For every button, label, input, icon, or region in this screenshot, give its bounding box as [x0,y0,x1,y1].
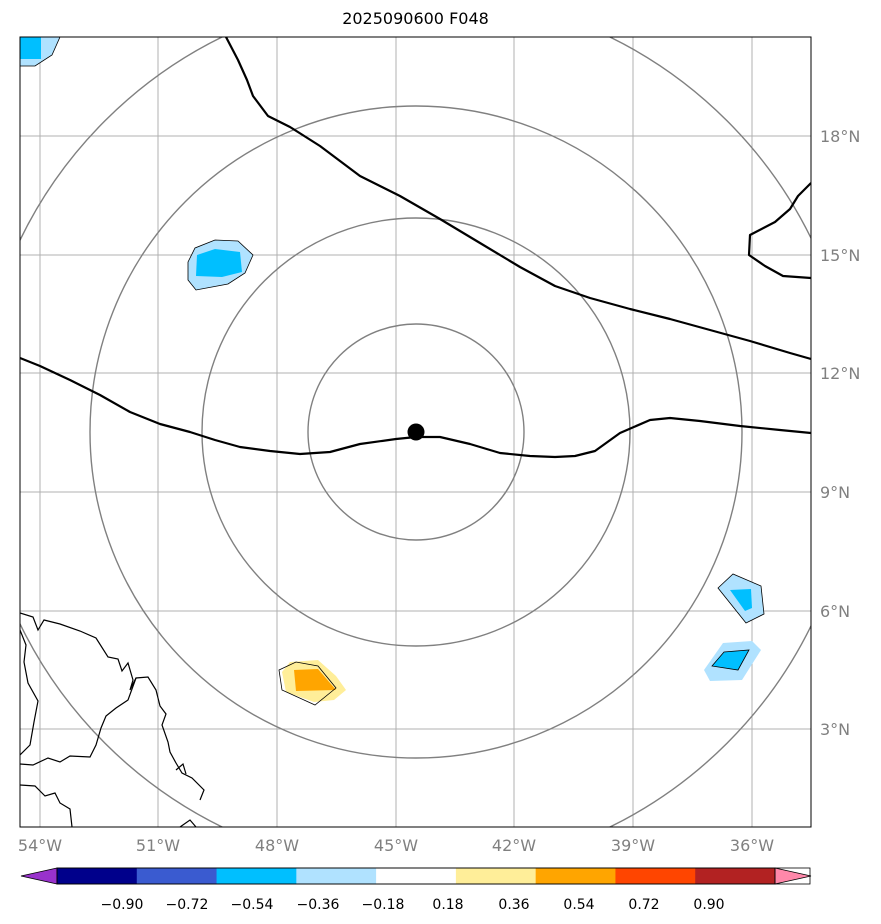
lat-label: 3°N [820,720,850,739]
colorbar-cell [535,868,616,884]
range-ring-1 [307,323,525,541]
lon-label: 36°W [730,836,774,855]
contour-line-northern [225,37,811,361]
colorbar-tick-label: 0.72 [628,897,659,913]
colorbar-tick-label: −0.54 [231,897,274,913]
colorbar-extend-high [774,867,812,885]
map-title: 2025090600 F048 [342,9,489,28]
colorbar-tick-label: −0.90 [101,897,144,913]
contour-line-east [747,182,811,280]
colorbar-tick-label: 0.90 [693,897,724,913]
lon-label: 45°W [374,836,418,855]
colorbar-cell [615,868,696,884]
anomaly-patch-corner [20,37,61,67]
colorbar-cell [296,868,377,884]
map-gridlines [20,37,811,827]
colorbar-cell [136,868,218,884]
colorbar-cell [216,868,297,884]
colorbar-tick-label: 0.18 [432,897,463,913]
range-ring-3 [89,105,743,759]
lon-label: 48°W [255,836,299,855]
lat-label: 15°N [820,246,860,265]
colorbar-tick-label: 0.36 [498,897,529,913]
colorbar-cell [455,868,537,884]
anomaly-patch-east-lower [704,641,761,681]
colorbar-cells [20,867,812,885]
anomaly-patch-south [278,660,346,706]
lon-label: 54°W [18,836,62,855]
lat-label: 6°N [820,602,850,621]
lon-label: 39°W [611,836,655,855]
map-frame [19,36,812,828]
colorbar-tick-label: −0.36 [297,897,340,913]
lon-label: 42°W [492,836,536,855]
colorbar-extend-low [20,867,58,885]
colorbar-cell [695,868,776,884]
colorbar-tick-labels: −0.90 −0.72 −0.54 −0.36 −0.18 0.18 0.36 … [101,897,725,913]
lon-label: 51°W [136,836,180,855]
lat-label: 9°N [820,483,850,502]
latitude-labels: 18°N 15°N 12°N 9°N 6°N 3°N [820,127,860,739]
anomaly-patch-north-west [187,239,254,291]
range-rings [20,37,811,827]
range-ring-2 [201,217,631,647]
colorbar-cell [57,868,138,884]
colorbar-tick-label: 0.54 [563,897,594,913]
colorbar-tick-label: −0.18 [362,897,405,913]
colorbar: −0.90 −0.72 −0.54 −0.36 −0.18 0.18 0.36 … [20,867,812,913]
storm-center-marker [407,423,425,441]
lat-label: 12°N [820,364,860,383]
coastline [20,612,205,827]
colorbar-cell [376,868,457,884]
longitude-labels: 54°W 51°W 48°W 45°W 42°W 39°W 36°W [18,836,774,855]
anomaly-patch-east-upper [717,573,765,624]
lat-label: 18°N [820,127,860,146]
colorbar-tick-label: −0.72 [166,897,209,913]
